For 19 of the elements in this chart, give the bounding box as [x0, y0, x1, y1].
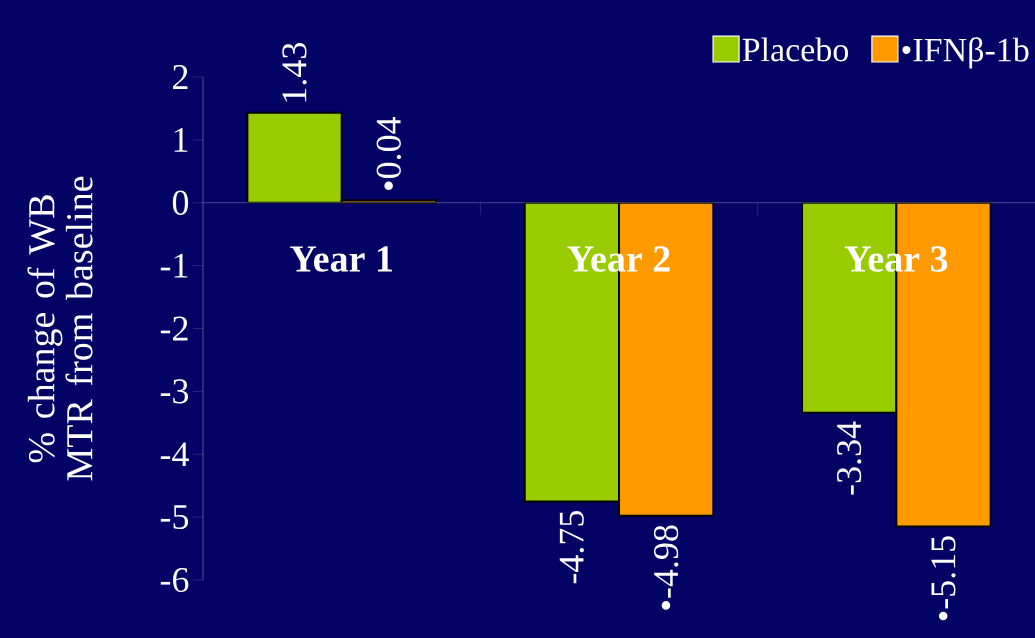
data-label: •-5.15: [931, 536, 956, 621]
legend-label: Placebo: [742, 37, 849, 62]
y-tick-label: -6: [160, 567, 189, 593]
x-tick-label: Year 1: [290, 246, 392, 272]
y-tick-label: 0: [172, 190, 189, 215]
y-axis-title: % change of WB MTR from baseline: [27, 176, 93, 481]
y-tick-label: -1: [160, 253, 188, 278]
data-label: •0.04: [376, 117, 402, 191]
y-tick-label: 2: [173, 65, 188, 89]
y-tick-label: -4: [160, 442, 189, 467]
data-label: •-4.98: [653, 525, 679, 610]
y-tick-label: 1: [174, 128, 188, 152]
data-label: 1.43: [282, 43, 307, 102]
y-tick-label: -2: [160, 316, 188, 341]
data-label: -4.75: [559, 511, 584, 584]
y-tick-label: -5: [160, 505, 189, 530]
y-tick-label: -3: [160, 379, 189, 404]
data-label: -3.34: [837, 421, 862, 495]
legend-label: •IFNβ-1b: [902, 37, 1029, 69]
